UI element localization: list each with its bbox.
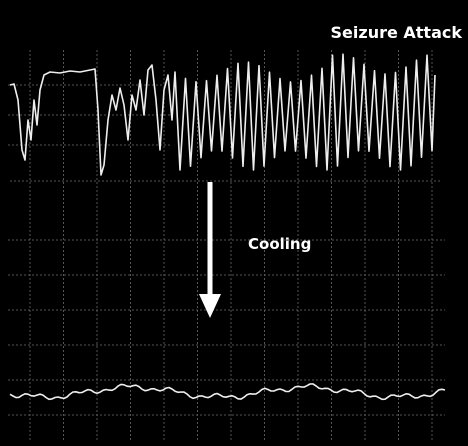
screen-background [0,0,468,446]
oscilloscope-screen: Seizure Attack Cooling [0,0,468,446]
bottom-label: Cooling [248,235,311,253]
top-label: Seizure Attack [331,23,463,42]
page: Seizure Attack Cooling (() => { const da… [0,0,468,446]
